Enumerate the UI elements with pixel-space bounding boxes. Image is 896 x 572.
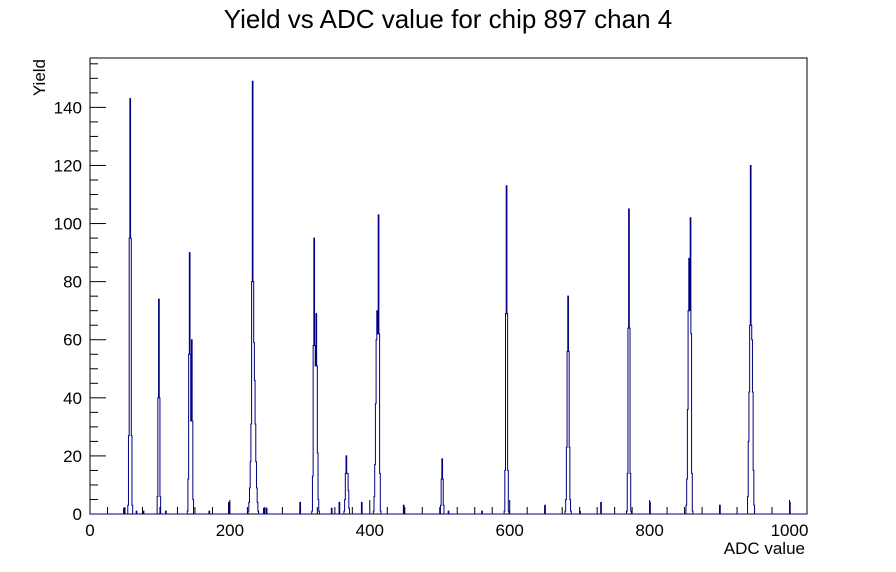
x-tick-label: 200 [216,521,244,540]
x-tick-label: 1000 [771,521,809,540]
y-tick-label: 0 [73,505,82,524]
y-tick-label: 80 [63,273,82,292]
y-tick-label: 140 [54,98,82,117]
x-tick-label: 600 [496,521,524,540]
histogram-outline [90,80,807,515]
x-axis-label: ADC value [724,539,805,558]
y-tick-label: 40 [63,389,82,408]
y-tick-label: 100 [54,215,82,234]
y-tick-label: 20 [63,447,82,466]
axis-ticks: 0 200 400 600 800 1000 0 20 40 60 80 100 120 140 [54,63,809,540]
chart-title: Yield vs ADC value for chip 897 chan 4 [224,4,673,34]
x-tick-label: 400 [356,521,384,540]
y-axis-label: Yield [30,59,49,96]
x-tick-label: 800 [635,521,663,540]
x-tick-label: 0 [85,521,94,540]
y-tick-label: 60 [63,331,82,350]
plot-frame [89,57,808,515]
y-tick-label: 120 [54,156,82,175]
histogram-series [90,80,807,515]
